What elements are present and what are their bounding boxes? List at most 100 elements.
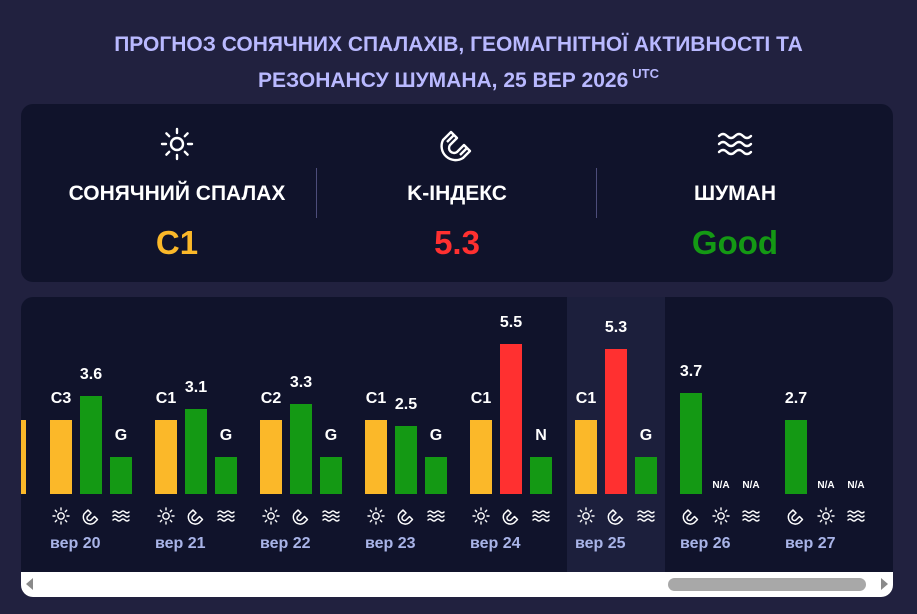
sun-icon	[260, 505, 282, 527]
day-label: вер 26	[680, 535, 731, 552]
flare-label: C1	[575, 390, 597, 407]
summary-divider-1	[316, 168, 317, 218]
waves-icon	[215, 505, 237, 527]
day-label: вер 27	[785, 535, 836, 552]
magnet-icon	[80, 505, 102, 527]
magnet-icon	[680, 505, 702, 527]
schumann-label: G	[429, 427, 443, 444]
day-label: вер 21	[155, 535, 206, 552]
sun-icon	[470, 505, 492, 527]
flare-bar	[155, 420, 177, 494]
waves-icon	[590, 124, 880, 164]
schumann-bar	[425, 457, 447, 494]
magnet-icon	[500, 505, 522, 527]
page-title: ПРОГНОЗ СОНЯЧНИХ СПАЛАХІВ, ГЕОМАГНІТНОЇ …	[0, 30, 917, 95]
day-label: вер 20	[50, 535, 101, 552]
schumann-na-label: N/A	[742, 480, 760, 491]
kindex-label: 5.3	[604, 319, 628, 336]
magnet-icon	[312, 124, 602, 164]
schumann-bar	[320, 457, 342, 494]
summary-schumann: ШУМАН Good	[590, 104, 880, 282]
summary-kindex-value: 5.3	[434, 224, 480, 261]
waves-icon	[635, 505, 657, 527]
schumann-bar	[215, 457, 237, 494]
scroll-right-arrow-icon[interactable]	[881, 578, 888, 590]
schumann-bar	[530, 457, 552, 494]
summary-schumann-value: Good	[691, 224, 779, 261]
flare-label: C2	[260, 390, 282, 407]
title-line-2: РЕЗОНАНСУ ШУМАНА, 25 ВЕР 2026 UTC	[0, 59, 917, 95]
waves-icon	[110, 505, 132, 527]
summary-flare-label: СОНЯЧНИЙ СПАЛАХ	[68, 182, 286, 205]
kindex-bar	[185, 409, 207, 494]
flare-bar	[260, 420, 282, 494]
magnet-icon	[605, 505, 627, 527]
schumann-bar	[635, 457, 657, 494]
flare-label: C1	[365, 390, 387, 407]
summary-flare: СОНЯЧНИЙ СПАЛАХ C1	[32, 104, 322, 282]
kindex-label: 3.7	[679, 363, 703, 380]
title-line-2-text: РЕЗОНАНСУ ШУМАНА, 25 ВЕР 2026	[258, 69, 629, 92]
flare-bar	[470, 420, 492, 494]
horizontal-scrollbar[interactable]	[21, 572, 893, 597]
flare-label: C1	[155, 390, 177, 407]
kindex-bar	[290, 404, 312, 494]
sun-icon	[365, 505, 387, 527]
kindex-label: 3.6	[79, 366, 103, 383]
schumann-label: G	[114, 427, 128, 444]
waves-icon	[530, 505, 552, 527]
day-column: 2.7 N/A N/A вер 27	[779, 297, 884, 572]
day-label: вер 24	[470, 535, 521, 552]
waves-icon	[320, 505, 342, 527]
summary-divider-2	[596, 168, 597, 218]
schumann-label: G	[324, 427, 338, 444]
scroll-left-arrow-icon[interactable]	[26, 578, 33, 590]
kindex-label: 2.5	[394, 396, 418, 413]
kindex-bar	[605, 349, 627, 494]
day-label: вер 23	[365, 535, 416, 552]
kindex-label: 5.5	[499, 314, 523, 331]
flare-label: C1	[470, 390, 492, 407]
day-label: вер 22	[260, 535, 311, 552]
kindex-bar	[80, 396, 102, 494]
magnet-icon	[785, 505, 807, 527]
waves-icon	[740, 505, 762, 527]
flare-label: C3	[50, 390, 72, 407]
summary-kindex: K-ІНДЕКС 5.3	[312, 104, 602, 282]
kindex-label: 3.3	[289, 374, 313, 391]
sun-icon	[815, 505, 837, 527]
flare-bar	[575, 420, 597, 494]
kindex-label: 2.7	[784, 390, 808, 407]
title-line-1: ПРОГНОЗ СОНЯЧНИХ СПАЛАХІВ, ГЕОМАГНІТНОЇ …	[114, 33, 803, 56]
waves-icon	[845, 505, 867, 527]
sun-icon	[50, 505, 72, 527]
schumann-label: G	[219, 427, 233, 444]
waves-icon	[425, 505, 447, 527]
summary-kindex-label: K-ІНДЕКС	[407, 182, 507, 205]
magnet-icon	[290, 505, 312, 527]
schumann-bar	[110, 457, 132, 494]
kindex-label: 3.1	[184, 379, 208, 396]
day-column: 3.7 N/A N/A вер 26	[674, 297, 779, 572]
flare-bar	[50, 420, 72, 494]
flare-bar	[365, 420, 387, 494]
kindex-bar	[500, 344, 522, 494]
sun-icon	[155, 505, 177, 527]
flare-na-label: N/A	[712, 480, 730, 491]
kindex-bar	[680, 393, 702, 494]
schumann-na-label: N/A	[847, 480, 865, 491]
kindex-bar	[395, 426, 417, 494]
scroll-thumb[interactable]	[668, 578, 866, 591]
sun-icon	[575, 505, 597, 527]
summary-flare-value: C1	[155, 224, 199, 261]
title-utc: UTC	[632, 66, 659, 81]
day-label: вер 25	[575, 535, 626, 552]
kindex-bar	[785, 420, 807, 494]
sun-icon	[710, 505, 732, 527]
